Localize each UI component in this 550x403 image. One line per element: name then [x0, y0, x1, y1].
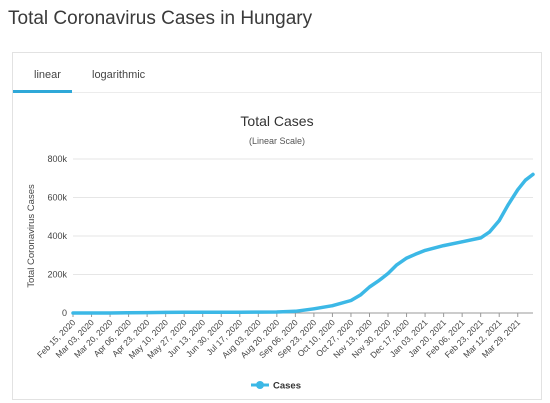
cases-point: [516, 188, 520, 192]
cases-point: [349, 299, 353, 302]
tab-linear[interactable]: linear: [34, 69, 61, 81]
cases-point: [238, 310, 242, 314]
cases-point: [275, 310, 279, 314]
y-axis-label: Total Coronavirus Cases: [26, 184, 37, 288]
cases-point: [312, 307, 316, 311]
legend-cases-label: Cases: [273, 381, 301, 392]
y-axis-ticks: 0 200k 400k 600k 800k: [47, 154, 67, 318]
legend-cases-swatch-marker: [256, 381, 264, 389]
cases-point: [497, 219, 501, 223]
cases-point: [90, 311, 93, 315]
y-tick-label: 800k: [47, 154, 67, 164]
y-tick-label: 200k: [47, 270, 67, 280]
cases-point: [108, 311, 112, 315]
cases-point: [423, 248, 427, 252]
cases-point: [256, 310, 260, 314]
cases-chart: Total Cases (Linear Scale) Total Coronav…: [26, 113, 535, 392]
cases-point: [219, 310, 223, 314]
cases-point: [359, 293, 363, 297]
chart-subtitle: (Linear Scale): [249, 136, 305, 146]
cases-point: [330, 304, 334, 308]
y-tick-label: 400k: [47, 231, 67, 241]
active-tab-indicator: [13, 90, 72, 93]
chart-title: Total Cases: [240, 113, 313, 129]
gridlines: [73, 158, 533, 314]
cases-point: [531, 172, 535, 176]
page-title: Total Coronavirus Cases in Hungary: [8, 8, 313, 29]
cases-point: [164, 310, 168, 314]
series-cases: [71, 172, 535, 315]
cases-point: [127, 311, 131, 315]
cases-point: [395, 263, 399, 267]
cases-point: [386, 272, 390, 275]
legend[interactable]: Cases: [251, 381, 301, 392]
cases-point: [368, 285, 371, 289]
cases-line: [71, 172, 535, 315]
cases-point: [293, 309, 297, 313]
cases-point: [413, 252, 417, 256]
cases-point: [442, 244, 446, 248]
cases-point: [506, 203, 510, 207]
scale-tabs: linear logarithmic: [13, 53, 541, 93]
cases-point: [182, 310, 186, 314]
y-tick-label: 600k: [47, 193, 67, 203]
cases-point: [523, 178, 527, 182]
cases-point: [71, 311, 75, 315]
tab-logarithmic[interactable]: logarithmic: [92, 69, 146, 81]
cases-point: [145, 311, 149, 315]
cases-point: [377, 278, 381, 282]
y-tick-label: 0: [62, 308, 67, 318]
cases-point: [487, 230, 491, 234]
cases-point: [405, 256, 409, 260]
cases-point: [460, 240, 464, 244]
chart-card: linear logarithmic Total Cases (Linear S…: [12, 52, 542, 400]
cases-point: [201, 310, 205, 314]
cases-point: [479, 236, 483, 240]
